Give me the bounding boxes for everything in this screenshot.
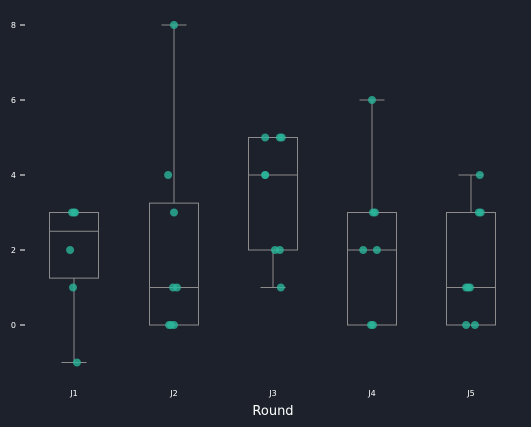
box-iqr <box>248 137 298 251</box>
box-iqr <box>347 212 397 326</box>
data-point <box>368 321 377 329</box>
data-point <box>368 96 376 104</box>
data-point <box>275 246 284 254</box>
data-point <box>69 283 78 292</box>
x-tick-label: J1 <box>69 389 77 398</box>
data-point <box>70 208 78 217</box>
box-group <box>149 24 199 326</box>
data-point <box>261 171 270 179</box>
data-point <box>170 208 178 217</box>
x-axis: J1 J2 J3 J4 J5 <box>69 389 474 398</box>
boxes-layer <box>49 24 496 363</box>
data-point <box>470 321 479 329</box>
box-iqr <box>149 202 199 326</box>
data-point <box>66 246 75 254</box>
box-group <box>446 174 496 326</box>
data-point <box>372 246 381 254</box>
x-axis-title: Round <box>252 404 293 419</box>
data-point <box>359 246 368 254</box>
x-tick-label: J5 <box>466 389 474 398</box>
data-point <box>261 133 270 142</box>
data-point <box>277 133 286 142</box>
data-point <box>476 208 485 217</box>
box-iqr <box>446 212 496 326</box>
data-point <box>462 321 471 329</box>
y-tick-label: 4 <box>11 171 16 180</box>
points-layer <box>66 21 485 367</box>
y-axis: 0 2 4 6 8 <box>11 21 25 330</box>
data-point <box>170 21 178 29</box>
data-point <box>72 358 81 367</box>
data-point <box>475 171 484 179</box>
y-tick-label: 8 <box>11 21 16 30</box>
y-tick-label: 6 <box>11 96 16 105</box>
data-point <box>370 208 379 217</box>
box-group <box>248 137 298 288</box>
data-point <box>172 283 181 292</box>
x-tick-label: J3 <box>268 389 276 398</box>
x-tick-label: J2 <box>169 389 177 398</box>
y-tick-label: 2 <box>11 246 16 255</box>
data-point <box>170 321 178 329</box>
x-tick-label: J4 <box>367 389 375 398</box>
y-tick-label: 0 <box>11 321 16 330</box>
box-group <box>347 99 397 326</box>
data-point <box>164 171 173 179</box>
data-point <box>276 283 285 292</box>
data-point <box>466 283 475 292</box>
box-iqr <box>49 212 99 279</box>
